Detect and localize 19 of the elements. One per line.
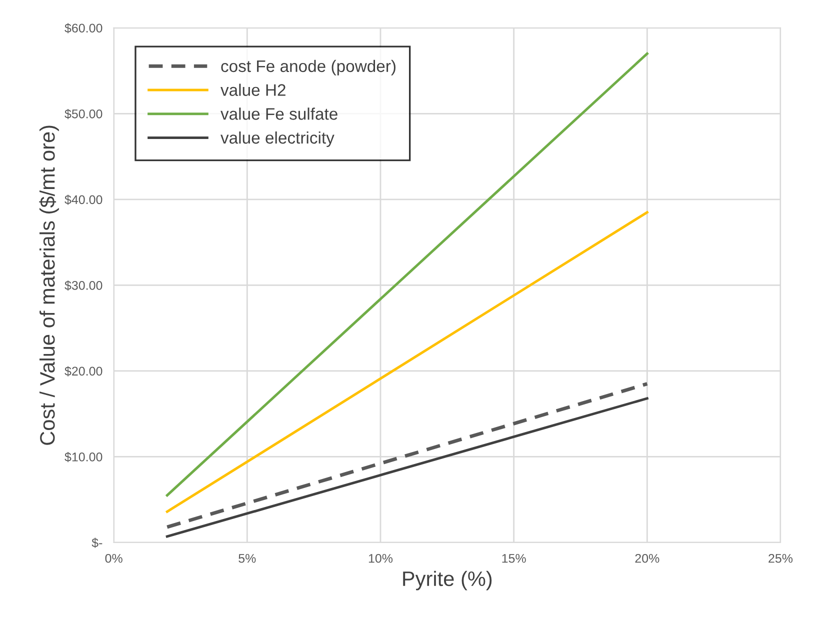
x-tick-label: 10% bbox=[368, 554, 393, 563]
y-tick-label: $30.00 bbox=[64, 280, 102, 291]
x-tick-label: 15% bbox=[502, 554, 526, 563]
legend-label: value electricity bbox=[220, 131, 334, 148]
y-tick-label: $60.00 bbox=[64, 23, 102, 34]
y-tick-label: $- bbox=[92, 538, 102, 548]
x-tick-label: 25% bbox=[768, 554, 793, 563]
y-tick-label: $40.00 bbox=[64, 194, 102, 205]
legend-label: value H2 bbox=[220, 84, 286, 96]
legend-label: value Fe sulfate bbox=[220, 108, 338, 120]
legend-label: cost Fe anode (powder) bbox=[221, 60, 396, 76]
x-tick-label: 20% bbox=[635, 554, 660, 563]
y-tick-label: $10.00 bbox=[64, 452, 102, 462]
y-tick-label: $20.00 bbox=[64, 366, 102, 376]
y-tick-label: $50.00 bbox=[64, 108, 102, 120]
x-axis-title: Pyrite (%) bbox=[403, 570, 492, 590]
x-tick-label: 0% bbox=[105, 554, 122, 563]
y-axis-title: Cost / Value of materials ($/mt ore) bbox=[39, 126, 59, 445]
x-tick-label: 5% bbox=[238, 554, 256, 563]
